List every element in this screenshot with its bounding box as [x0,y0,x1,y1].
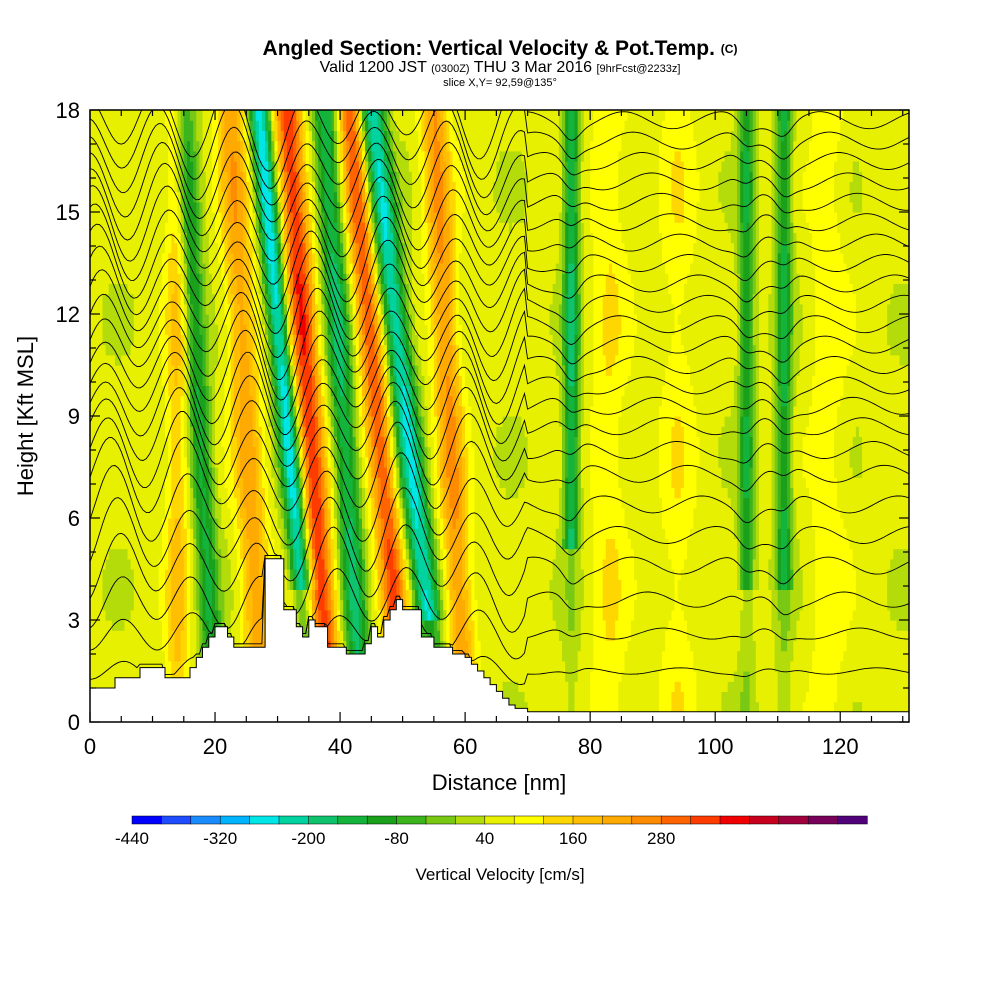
theta-contour [90,524,909,615]
colorbar-swatch [484,815,515,825]
theta-contour [90,309,909,401]
x-tick-label: 100 [697,734,734,759]
slice-label: slice X,Y= 92,59@135° [443,77,557,89]
y-tick-label: 12 [56,302,80,327]
colorbar-swatch [190,815,221,825]
colorbar-swatch [131,815,163,825]
theta-contour [98,110,909,172]
x-tick-label: 120 [822,734,859,759]
theta-contour [90,381,909,467]
colorbar-swatch [572,815,604,825]
theta-contour [90,400,909,489]
theta-contour [90,329,909,419]
theta-contour [90,452,909,546]
colorbar-swatch [690,815,721,825]
potential-temperature-contours [90,110,909,685]
colorbar-tick-label: 40 [475,829,494,848]
colorbar-swatch [602,815,633,825]
colorbar-swatch [749,815,780,825]
theta-contour [90,366,909,451]
colorbar: -440 -320 -200 -80 40 160 280 [115,815,868,848]
theta-contour [90,239,909,334]
x-tick-label: 80 [578,734,602,759]
colorbar-tick-label: -80 [384,829,409,848]
colorbar-swatch [837,815,868,825]
y-tick-label: 18 [56,98,80,123]
theta-contour [90,487,909,582]
y-tick-label: 6 [68,506,80,531]
colorbar-swatch [308,815,339,825]
colorbar-swatch [366,815,398,825]
y-tick-label: 9 [68,404,80,429]
x-tick-label: 0 [84,734,96,759]
theta-contour [90,421,909,514]
theta-contour [90,176,909,262]
x-tick-label: 40 [328,734,352,759]
x-tick-label: 20 [203,734,227,759]
colorbar-swatch [631,815,662,825]
colorbar-title: Vertical Velocity [cm/s] [415,865,584,884]
axes: 0 20 40 60 80 100 120 0 3 6 9 12 15 18 [56,98,909,759]
theta-contour [90,263,909,359]
x-axis-title: Distance [nm] [432,770,567,795]
colorbar-swatch [455,815,486,825]
colorbar-swatch [543,815,574,825]
theta-contour [90,158,909,241]
theta-contour [90,195,909,285]
colorbar-tick-label: 280 [647,829,675,848]
colorbar-swatch [425,815,457,825]
theta-contour [90,141,909,223]
y-tick-label: 0 [68,710,80,735]
theta-contour [90,347,909,436]
theta-contour [90,216,909,310]
colorbar-tick-label: -320 [203,829,237,848]
colorbar-swatch [219,815,251,825]
y-tick-label: 3 [68,608,80,633]
terrain [89,558,910,723]
colorbar-tick-label: 160 [559,829,587,848]
theta-contour [90,287,909,381]
colorbar-tick-label: -200 [291,829,325,848]
chart-title: Angled Section: Vertical Velocity & Pot.… [262,37,738,60]
colorbar-swatch [807,815,839,825]
theta-contour [90,110,909,189]
colorbar-swatch [660,815,692,825]
colorbar-swatch [161,815,192,825]
colorbar-swatch [513,815,545,825]
colorbar-swatch [249,815,280,825]
chart-title-block: Angled Section: Vertical Velocity & Pot.… [0,37,1000,90]
colorbar-swatch [778,815,809,825]
colorbar-swatch [337,815,368,825]
colorbar-swatch [278,815,310,825]
y-tick-label: 15 [56,200,80,225]
colorbar-swatch [396,815,427,825]
theta-contour [90,120,909,206]
x-tick-label: 60 [453,734,477,759]
colorbar-swatch [719,815,751,825]
y-axis-title: Height [Kft MSL] [13,336,38,496]
chart-subtitle: Valid 1200 JST (0300Z) THU 3 Mar 2016 [9… [319,59,681,76]
colorbar-tick-label: -440 [115,829,149,848]
